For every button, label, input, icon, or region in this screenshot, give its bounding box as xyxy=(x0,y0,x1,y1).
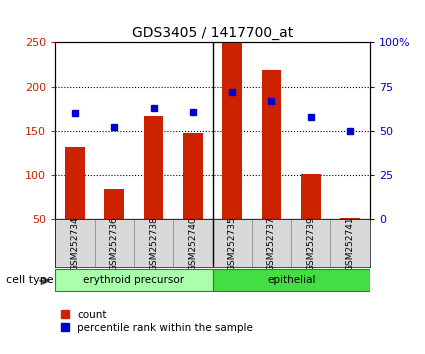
FancyBboxPatch shape xyxy=(94,219,134,267)
Text: GSM252738: GSM252738 xyxy=(149,216,158,271)
FancyBboxPatch shape xyxy=(331,219,370,267)
FancyBboxPatch shape xyxy=(55,268,212,291)
Text: GSM252739: GSM252739 xyxy=(306,216,315,271)
Text: erythroid precursor: erythroid precursor xyxy=(83,275,184,285)
Title: GDS3405 / 1417700_at: GDS3405 / 1417700_at xyxy=(132,26,293,40)
FancyBboxPatch shape xyxy=(55,219,94,267)
Text: GSM252740: GSM252740 xyxy=(188,216,197,271)
Text: epithelial: epithelial xyxy=(267,275,315,285)
FancyBboxPatch shape xyxy=(252,219,291,267)
Bar xyxy=(144,116,163,219)
FancyBboxPatch shape xyxy=(134,219,173,267)
FancyBboxPatch shape xyxy=(291,219,331,267)
FancyBboxPatch shape xyxy=(212,268,370,291)
FancyBboxPatch shape xyxy=(173,219,212,267)
Bar xyxy=(183,133,203,219)
Bar xyxy=(222,42,242,219)
Legend: count, percentile rank within the sample: count, percentile rank within the sample xyxy=(60,310,253,333)
Text: GSM252736: GSM252736 xyxy=(110,216,119,271)
Text: cell type: cell type xyxy=(6,275,54,285)
Bar xyxy=(105,188,124,219)
Text: GSM252735: GSM252735 xyxy=(228,216,237,271)
Bar xyxy=(340,218,360,219)
Text: GSM252734: GSM252734 xyxy=(71,216,79,271)
Text: GSM252737: GSM252737 xyxy=(267,216,276,271)
Bar xyxy=(65,147,85,219)
Text: GSM252741: GSM252741 xyxy=(346,216,354,271)
Bar xyxy=(301,175,320,219)
Bar xyxy=(262,70,281,219)
FancyBboxPatch shape xyxy=(212,219,252,267)
